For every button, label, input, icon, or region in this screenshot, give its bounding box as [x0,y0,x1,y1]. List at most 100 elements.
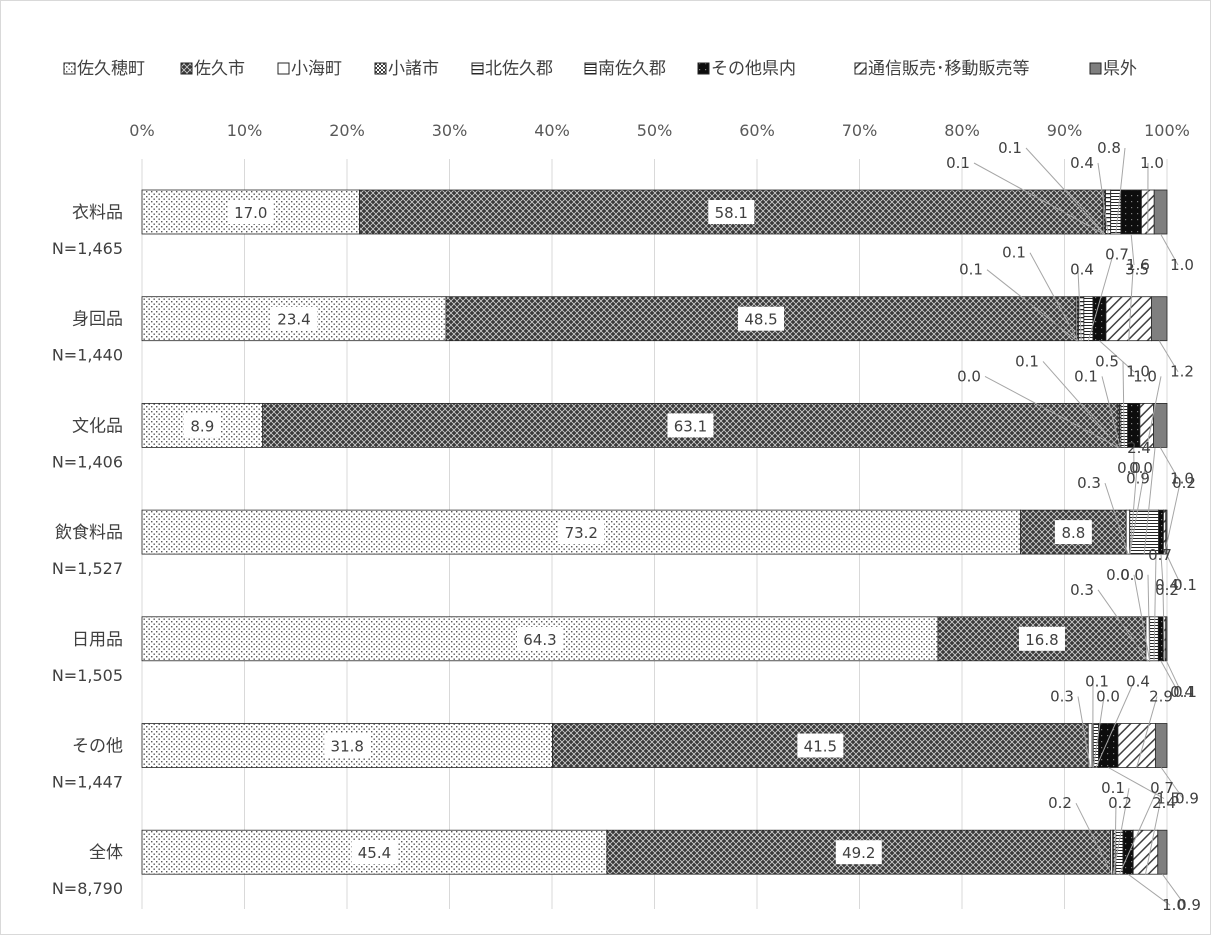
category-n-label: N=1,406 [52,452,123,471]
data-label: 41.5 [804,738,837,756]
legend: 佐久穂町佐久市小海町小諸市北佐久郡南佐久郡その他県内通信販売･移動販売等県外 [64,59,1137,79]
data-label: 0.1 [946,154,970,172]
data-label: 1.0 [1140,154,1164,172]
data-label: 0.7 [1148,546,1172,564]
category-labels: 衣料品 N=1,465 身回品 N=1,440 文化品 N=1,406 飲食料品 N=1,52… [52,203,123,898]
data-label: 1.0 [1170,256,1194,274]
legend-entry: その他県内 [711,59,796,79]
x-tick-label: 50% [637,121,673,140]
data-label: 2.4 [1127,439,1151,457]
legend-swatch [278,63,289,74]
bar-segment [1154,190,1167,234]
data-label: 0.3 [1077,474,1101,492]
data-label: 8.8 [1061,524,1085,542]
x-tick-label: 90% [1047,121,1083,140]
bar-segment [1126,510,1130,554]
legend-swatch [585,63,596,74]
category-label: 衣料品 [72,203,123,223]
category-n-label: N=1,440 [52,346,123,365]
x-tick-label: 70% [842,121,878,140]
data-label: 0.4 [1070,154,1094,172]
data-label: 48.5 [744,311,777,329]
data-label: 0.3 [1050,688,1074,706]
data-label: 0.1 [998,139,1022,157]
data-label: 0.2 [1172,474,1196,492]
data-label: 3.5 [1125,261,1149,279]
data-label: 0.5 [1095,352,1119,370]
legend-swatch [855,63,866,74]
legend-entry: 県外 [1103,59,1137,79]
bar-segment [1166,617,1167,661]
x-tick-label: 20% [329,121,365,140]
category-label: 飲食料品 [55,523,123,543]
legend-swatch [64,63,75,74]
legend-entry: 小諸市 [388,59,439,79]
data-label: 8.9 [190,417,214,435]
data-label: 0.9 [1175,790,1199,808]
category-n-label: N=1,527 [52,559,123,578]
category-label: 文化品 [72,416,123,436]
legend-entry: 佐久市 [194,59,245,79]
bar-segment [1155,724,1167,768]
data-label: 23.4 [277,311,310,329]
bar-segment [1158,617,1163,661]
legend-swatch [375,63,386,74]
legend-swatch [1090,63,1101,74]
data-label: 0.1 [1002,244,1026,262]
category-n-label: N=8,790 [52,879,123,898]
bar-segment [1151,297,1167,341]
x-tick-label: 40% [534,121,570,140]
bar-segment [1106,190,1111,234]
legend-swatch [181,63,192,74]
data-label: 0.1 [959,261,983,279]
data-label: 0.0 [1096,688,1120,706]
x-tick-label: 0% [129,121,154,140]
data-label: 0.2 [1048,794,1072,812]
legend-entry: 通信販売･移動販売等 [868,59,1030,79]
data-label: 17.0 [234,204,267,222]
category-label: 日用品 [72,630,123,650]
data-label: 0.2 [1155,581,1179,599]
data-label: 2.4 [1152,794,1176,812]
x-tick-label: 60% [739,121,775,140]
data-label: 2.9 [1149,688,1173,706]
category-label: 身回品 [72,310,123,330]
x-axis-tick-labels: 0% 10% 20% 30% 40% 50% 60% 70% 80% 90% 100% [129,121,1190,140]
data-label: 49.2 [842,844,875,862]
category-n-label: N=1,505 [52,666,123,685]
data-label: 0.9 [1177,896,1201,914]
category-label: その他 [72,737,123,757]
bar-segment [1084,297,1093,341]
data-label: 0.4 [1126,673,1150,691]
data-label: 0.1 [1173,683,1197,701]
x-tick-label: 100% [1144,121,1190,140]
data-label: 0.2 [1108,794,1132,812]
x-tick-label: 30% [432,121,468,140]
data-label: 0.0 [1129,459,1153,477]
category-n-label: N=1,465 [52,239,123,258]
legend-entry: 北佐久郡 [485,59,553,79]
legend-entry: 南佐久郡 [598,59,666,79]
data-label: 16.8 [1025,631,1058,649]
bar-segment [1153,403,1167,447]
data-label: 1.0 [1133,367,1157,385]
data-label: 45.4 [358,844,391,862]
bar-segment [1123,830,1133,874]
data-label: 0.0 [957,367,981,385]
bar-segment [1133,830,1158,874]
data-label: 0.1 [1015,352,1039,370]
data-label: 58.1 [715,204,748,222]
legend-swatch [472,63,483,74]
data-label: 0.0 [1120,566,1144,584]
legend-entry: 小海町 [291,59,342,79]
bar-segment [1099,724,1118,768]
category-label: 全体 [89,843,123,863]
legend-swatch [698,63,709,74]
x-tick-label: 10% [227,121,263,140]
data-label: 0.4 [1070,261,1094,279]
data-label: 0.8 [1097,139,1121,157]
category-n-label: N=1,447 [52,773,123,792]
x-tick-label: 80% [944,121,980,140]
